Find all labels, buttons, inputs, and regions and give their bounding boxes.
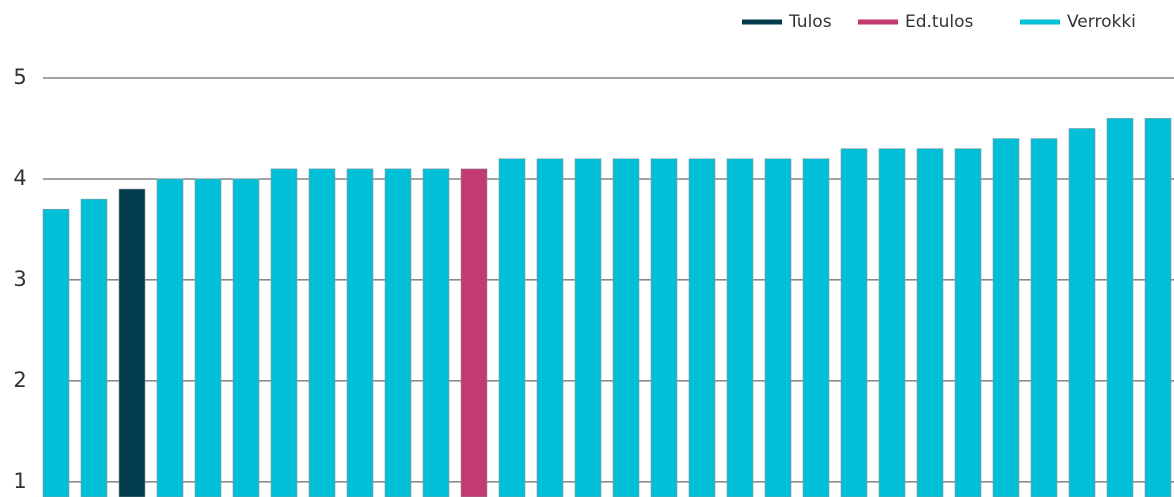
bar xyxy=(1144,118,1172,497)
bar xyxy=(650,158,678,497)
bar xyxy=(878,148,906,497)
bar xyxy=(612,158,640,497)
bar xyxy=(42,208,70,497)
legend-label: Ed.tulos xyxy=(905,12,974,32)
bar xyxy=(916,148,944,497)
bar xyxy=(688,158,716,497)
bar xyxy=(726,158,754,497)
bar xyxy=(270,168,298,497)
y-tick-label: 2 xyxy=(13,368,26,392)
bar xyxy=(1030,138,1058,497)
bar xyxy=(536,158,564,497)
bar xyxy=(194,178,222,497)
bar xyxy=(308,168,336,497)
bar xyxy=(954,148,982,497)
bar xyxy=(118,188,146,497)
bar xyxy=(384,168,412,497)
bar xyxy=(1068,128,1096,497)
bar xyxy=(992,138,1020,497)
bar xyxy=(574,158,602,497)
bar xyxy=(422,168,450,497)
bar xyxy=(156,178,184,497)
y-tick-label: 3 xyxy=(13,267,26,291)
bar xyxy=(764,158,792,497)
bar xyxy=(498,158,526,497)
y-tick-label: 4 xyxy=(13,166,26,190)
legend-label: Tulos xyxy=(788,12,832,32)
y-tick-label: 5 xyxy=(13,65,26,89)
legend-label: Verrokki xyxy=(1067,12,1136,32)
bar xyxy=(460,168,488,497)
bar xyxy=(346,168,374,497)
y-tick-label: 1 xyxy=(13,469,26,493)
bar xyxy=(1106,118,1134,497)
bar xyxy=(802,158,830,497)
bar xyxy=(840,148,868,497)
bar xyxy=(80,198,108,497)
bar xyxy=(232,178,260,497)
